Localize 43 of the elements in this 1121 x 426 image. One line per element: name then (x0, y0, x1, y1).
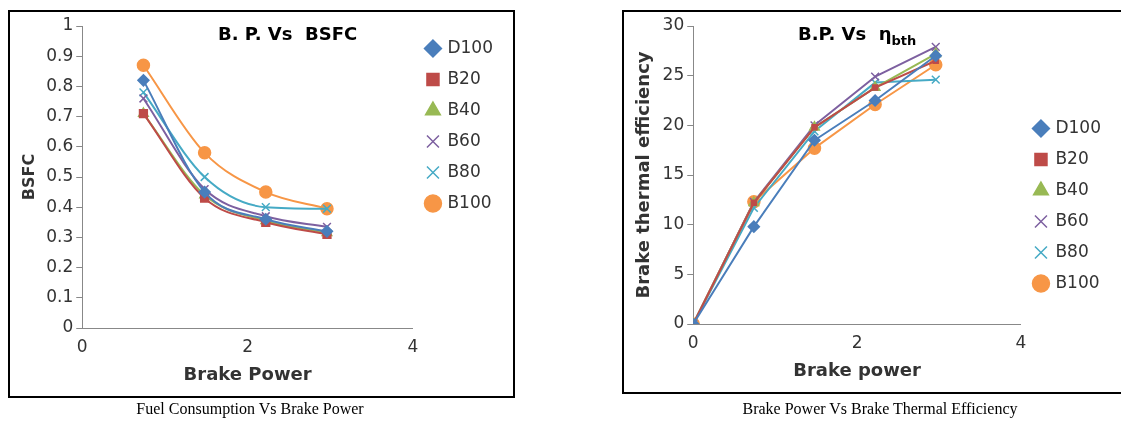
legend-label: B40 (1055, 178, 1089, 199)
y-tick-label: 0.4 (46, 195, 74, 216)
x-tick-label: 4 (1015, 331, 1027, 352)
y-tick-label: 1 (62, 14, 74, 35)
legend-label: B100 (1055, 271, 1100, 292)
legend-label: B60 (447, 129, 481, 150)
y-tick-label: 0.7 (46, 105, 74, 126)
y-tick-label: 0.9 (46, 44, 74, 65)
x-tick-label: 0 (687, 331, 699, 352)
y-tick-label: 20 (662, 113, 685, 134)
x-axis-title: Brake power (793, 358, 922, 380)
x-tick-label: 0 (76, 335, 88, 356)
y-tick-label: 0.5 (46, 165, 74, 186)
y-tick-label: 0 (673, 312, 685, 333)
y-tick-label: 25 (662, 64, 685, 85)
x-tick-label: 2 (851, 331, 863, 352)
text: Brake Power Vs Brake Thermal Efficiency (741, 400, 1019, 418)
legend-label: B20 (1055, 147, 1089, 168)
y-tick-label: 10 (662, 213, 685, 234)
y-tick-label: 0.6 (46, 135, 74, 156)
y-tick-label: 0 (62, 316, 74, 337)
y-tick-label: 30 (662, 14, 685, 35)
y-tick-label: 5 (673, 262, 685, 283)
x-axis-title: Brake Power (183, 362, 312, 384)
legend-label: B80 (1055, 240, 1089, 261)
y-axis-title: BSFC (18, 153, 38, 201)
x-tick-label: 4 (407, 335, 419, 356)
y-tick-label: 15 (662, 163, 685, 184)
legend-label: B20 (447, 67, 481, 88)
legend-label: B40 (447, 98, 481, 119)
text: Fuel Consumption Vs Brake Power (135, 400, 365, 418)
y-tick-label: 0.1 (46, 286, 74, 307)
y-tick-label: 0.8 (46, 74, 74, 95)
legend-label: B100 (447, 191, 492, 212)
legend-label: B80 (447, 160, 481, 181)
chart-title: B. P. Vs BSFC (218, 23, 358, 44)
y-tick-label: 0.3 (46, 225, 74, 246)
y-axis-title: Brake thermal efficiency (632, 51, 654, 299)
legend-label: D100 (1055, 116, 1102, 137)
y-tick-label: 0.2 (46, 256, 74, 277)
legend-label: B60 (1055, 209, 1089, 230)
legend-label: D100 (447, 36, 494, 57)
x-tick-label: 2 (242, 335, 254, 356)
